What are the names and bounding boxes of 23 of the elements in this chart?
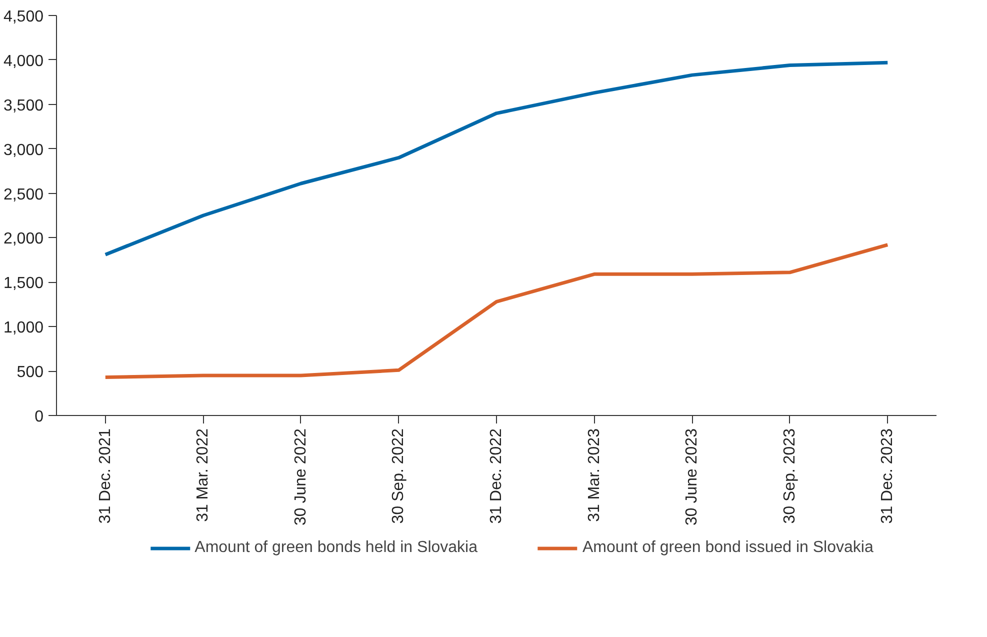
- x-tick-label: 30 June 2022: [292, 428, 310, 526]
- y-tick-label: 2,500: [3, 186, 44, 204]
- x-tick-label: 30 Sep. 2022: [390, 428, 408, 524]
- x-tick-label: 31 Dec. 2023: [879, 428, 896, 524]
- x-tick-label: 30 Sep. 2023: [781, 428, 798, 524]
- y-tick-label: 3,000: [3, 142, 44, 159]
- y-tick-label: 2,000: [3, 230, 44, 248]
- line-series: [104, 60, 890, 256]
- y-tick-label: 3,500: [3, 97, 44, 114]
- y-tick-label: 4,500: [3, 8, 44, 26]
- x-tick-label: 31 Dec. 2021: [96, 428, 114, 524]
- legend-label: Amount of green bonds held in Slovakia: [194, 539, 478, 557]
- y-tick-label: 4,000: [3, 52, 44, 70]
- line-series: [104, 243, 890, 380]
- x-tick-label: 31 Mar. 2022: [194, 428, 212, 522]
- y-tick-label: 500: [16, 364, 44, 382]
- legend-label: Amount of green bond issued in Slovakia: [582, 539, 874, 557]
- y-tick-label: 0: [34, 408, 44, 426]
- x-tick-label: 31 Dec. 2022: [488, 428, 505, 524]
- x-tick-label: 31 Mar. 2023: [586, 428, 603, 522]
- y-tick-label: 1,500: [3, 275, 44, 292]
- x-tick-label: 30 June 2023: [684, 428, 701, 526]
- y-tick-label: 1,000: [3, 320, 44, 337]
